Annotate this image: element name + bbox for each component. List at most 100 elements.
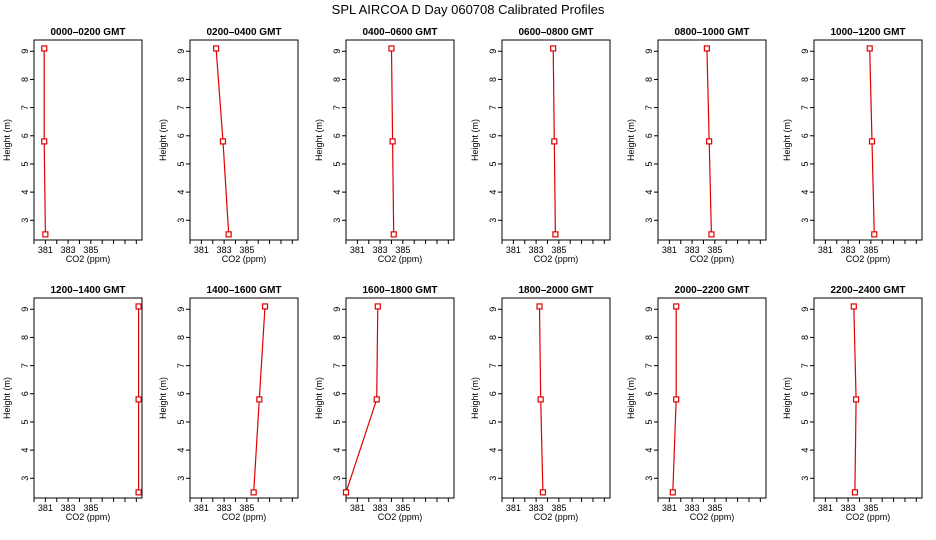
- y-tick-label: 4: [488, 448, 498, 453]
- profile-point: [135, 489, 142, 496]
- y-tick-label: 6: [488, 391, 498, 396]
- y-tick-label: 6: [644, 391, 654, 396]
- y-tick-label: 7: [644, 363, 654, 368]
- profile-point: [342, 489, 350, 496]
- x-tick-label: 381: [506, 503, 521, 513]
- y-tick-label: 6: [176, 391, 186, 396]
- y-tick-label: 8: [488, 77, 498, 82]
- y-tick-label: 5: [332, 419, 342, 424]
- y-tick-label: 6: [800, 391, 810, 396]
- x-tick-label: 383: [529, 503, 544, 513]
- profile-point: [852, 396, 860, 403]
- profile-point: [552, 231, 559, 238]
- y-tick-label: 5: [488, 161, 498, 166]
- panel-title: 0000–0200 GMT: [50, 27, 125, 38]
- y-axis-label: Height (m): [626, 377, 636, 419]
- x-tick-label: 383: [217, 503, 232, 513]
- y-tick-label: 9: [488, 49, 498, 54]
- y-tick-label: 9: [488, 307, 498, 312]
- x-tick-label: 383: [841, 503, 856, 513]
- y-tick-label: 5: [644, 419, 654, 424]
- x-tick-label: 385: [83, 503, 98, 513]
- y-axis-label: Height (m): [470, 377, 480, 419]
- x-tick-label: 385: [707, 245, 722, 255]
- x-tick-label: 385: [551, 503, 566, 513]
- profile-point: [669, 489, 676, 496]
- y-tick-label: 8: [644, 335, 654, 340]
- x-tick-label: 383: [373, 245, 388, 255]
- profile-point: [373, 396, 380, 403]
- y-axis-label: Height (m): [158, 119, 168, 161]
- y-tick-label: 4: [800, 448, 810, 453]
- y-tick-label: 8: [332, 335, 342, 340]
- y-tick-label: 7: [176, 105, 186, 110]
- profile-point: [219, 138, 227, 145]
- x-tick-label: 381: [350, 245, 365, 255]
- y-tick-label: 9: [20, 307, 30, 312]
- y-tick-label: 4: [176, 190, 186, 195]
- x-axis-label: CO2 (ppm): [378, 512, 423, 522]
- profile-point: [551, 138, 558, 145]
- panel-title: 0400–0600 GMT: [362, 27, 437, 38]
- y-tick-label: 8: [176, 77, 186, 82]
- y-tick-label: 9: [332, 307, 342, 312]
- y-tick-label: 6: [644, 133, 654, 138]
- y-tick-label: 3: [20, 476, 30, 481]
- y-tick-label: 3: [176, 218, 186, 223]
- y-axis-label: Height (m): [782, 377, 792, 419]
- y-tick-label: 5: [800, 419, 810, 424]
- x-tick-label: 385: [863, 245, 878, 255]
- x-axis-label: CO2 (ppm): [846, 254, 891, 264]
- y-tick-label: 7: [800, 363, 810, 368]
- x-axis-label: CO2 (ppm): [222, 512, 267, 522]
- x-tick-label: 385: [395, 245, 410, 255]
- y-tick-label: 4: [20, 190, 30, 195]
- y-tick-label: 7: [20, 363, 30, 368]
- profile-point: [537, 396, 544, 403]
- profile-point: [256, 396, 263, 403]
- panel-title: 2200–2400 GMT: [830, 285, 905, 296]
- x-tick-label: 381: [194, 503, 209, 513]
- x-tick-label: 383: [61, 503, 76, 513]
- y-tick-label: 3: [332, 218, 342, 223]
- y-tick-label: 7: [644, 105, 654, 110]
- x-tick-label: 385: [863, 503, 878, 513]
- panel-title: 1200–1400 GMT: [50, 285, 125, 296]
- y-tick-label: 7: [800, 105, 810, 110]
- panel-title: 2000–2200 GMT: [674, 285, 749, 296]
- profile-point: [389, 138, 396, 145]
- profile-point: [536, 303, 543, 310]
- y-tick-label: 3: [176, 476, 186, 481]
- x-tick-label: 383: [841, 245, 856, 255]
- x-axis-label: CO2 (ppm): [690, 512, 735, 522]
- profile-point: [539, 489, 547, 496]
- profile-point: [41, 138, 48, 145]
- x-tick-label: 383: [529, 245, 544, 255]
- plot-frame: [501, 39, 611, 241]
- profile-point: [708, 231, 715, 238]
- y-axis-label: Height (m): [2, 377, 12, 419]
- y-tick-label: 8: [800, 335, 810, 340]
- profile-point: [135, 303, 142, 310]
- y-tick-label: 7: [332, 105, 342, 110]
- plot-frame: [33, 297, 143, 499]
- y-tick-label: 5: [332, 161, 342, 166]
- y-axis-label: Height (m): [158, 377, 168, 419]
- panel-title: 1000–1200 GMT: [830, 27, 905, 38]
- panel-title: 1800–2000 GMT: [518, 285, 593, 296]
- panel-title: 0800–1000 GMT: [674, 27, 749, 38]
- y-tick-label: 6: [332, 133, 342, 138]
- y-tick-label: 9: [332, 49, 342, 54]
- y-tick-label: 9: [644, 49, 654, 54]
- y-tick-label: 4: [488, 190, 498, 195]
